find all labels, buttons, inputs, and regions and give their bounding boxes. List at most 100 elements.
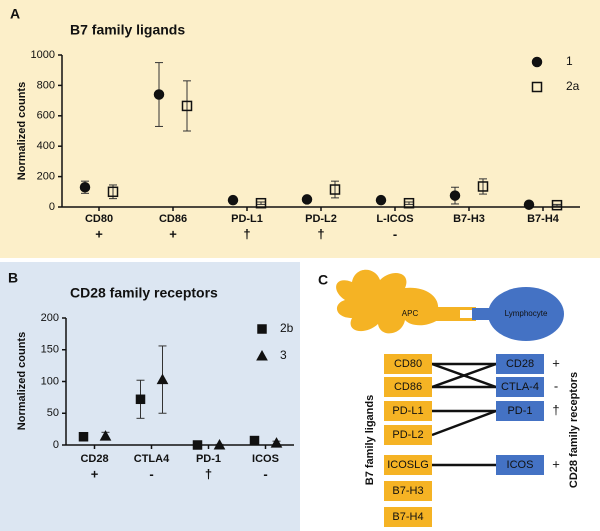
ligand-label: PD-L2 (392, 429, 423, 441)
receptor-label: CTLA-4 (501, 381, 539, 393)
receptor-box (496, 354, 544, 374)
y-tick-label: 800 (37, 79, 55, 91)
x-tick-label: CTLA4 (134, 453, 170, 465)
category-sign: - (149, 466, 153, 481)
point (99, 430, 112, 441)
x-tick-label: ICOS (252, 453, 279, 465)
legend-marker (256, 349, 268, 361)
receptor-label: PD-1 (507, 405, 532, 417)
panel-letter: C (318, 272, 328, 288)
point (255, 197, 267, 209)
links (431, 362, 497, 467)
category-sign: † (205, 466, 212, 481)
ligand-label: B7-H4 (392, 511, 423, 523)
x-tick-label: CD80 (85, 213, 113, 225)
chart-title: B7 family ligands (70, 22, 185, 38)
apc-shape (336, 269, 439, 334)
y-tick-label: 100 (41, 375, 59, 387)
receptor-box (496, 401, 544, 421)
panel-letter: B (8, 270, 18, 286)
y-tick-label: 0 (53, 439, 59, 451)
point (270, 437, 283, 448)
ligand-box (384, 377, 432, 397)
point (227, 194, 239, 206)
legend-marker (531, 56, 543, 68)
x-tick-label: PD-L1 (231, 213, 263, 225)
y-tick-label: 1000 (31, 49, 55, 61)
panel-background (0, 0, 600, 258)
x-tick-label: B7-H3 (453, 213, 485, 225)
ligand-label: CD86 (394, 381, 422, 393)
x-tick-label: PD-L2 (305, 213, 337, 225)
point (249, 435, 260, 446)
receptor-label: ICOS (507, 459, 534, 471)
panel-letter: A (10, 6, 20, 22)
ligand-label: B7-H3 (392, 485, 423, 497)
point (375, 194, 387, 206)
legend-marker (531, 81, 543, 93)
apc-label: APC (402, 309, 419, 318)
point (301, 194, 313, 205)
lymphocyte-shape (488, 287, 564, 341)
category-sign: - (393, 226, 397, 241)
point (192, 440, 203, 450)
ligand-box (384, 354, 432, 374)
panel-background (0, 262, 300, 531)
x-tick-label: L-ICOS (376, 213, 413, 225)
receptor-box (496, 455, 544, 475)
ligand-box (384, 507, 432, 527)
legend-label: 2a (566, 79, 580, 93)
x-tick-label: CD86 (159, 213, 187, 225)
point (135, 394, 146, 405)
category-sign: + (95, 226, 103, 241)
legend-label: 1 (566, 54, 573, 68)
receptor-label: CD28 (506, 358, 534, 370)
y-tick-label: 600 (37, 110, 55, 122)
ligand-box (384, 481, 432, 501)
point (523, 199, 535, 210)
y-tick-label: 200 (41, 312, 59, 324)
x-tick-label: B7-H4 (527, 213, 560, 225)
y-tick-label: 0 (49, 201, 55, 213)
lymphocyte-label: Lymphocyte (505, 309, 548, 318)
receptor-sign: † (552, 402, 559, 417)
point (403, 197, 415, 209)
category-sign: † (317, 226, 324, 241)
diagram: C APC Lymphocyte B7 family ligands CD28 … (318, 269, 580, 527)
ligand-box (384, 425, 432, 445)
point (449, 190, 461, 201)
y-tick-label: 50 (47, 407, 59, 419)
chart-title: CD28 family receptors (70, 285, 218, 301)
point (156, 373, 169, 385)
y-axis-label: Normalized counts (16, 82, 28, 180)
connector-gap (460, 310, 472, 318)
x-tick-label: CD28 (80, 453, 108, 465)
category-sign: + (169, 226, 177, 241)
ligand-label: PD-L1 (392, 405, 423, 417)
ligand-box (384, 401, 432, 421)
receptor-sign: + (552, 456, 560, 471)
legend-label: 3 (280, 348, 287, 362)
legend-label: 2b (280, 321, 294, 335)
link (431, 409, 497, 437)
y-tick-label: 200 (37, 171, 55, 183)
x-tick-label: PD-1 (196, 453, 221, 465)
link (431, 362, 497, 389)
ligand-box (384, 455, 432, 475)
ligand-label: CD80 (394, 358, 422, 370)
point (181, 100, 193, 112)
category-sign: + (91, 466, 99, 481)
y-axis-label: Normalized counts (16, 332, 28, 430)
y-tick-label: 150 (41, 344, 59, 356)
point (78, 431, 89, 442)
y-tick-label: 400 (37, 140, 55, 152)
point (79, 181, 91, 193)
point (213, 438, 226, 450)
point (107, 186, 119, 198)
legend-marker (257, 324, 267, 334)
category-sign: - (263, 466, 267, 481)
receptor-box (496, 377, 544, 397)
point (551, 199, 563, 211)
point (153, 89, 165, 100)
